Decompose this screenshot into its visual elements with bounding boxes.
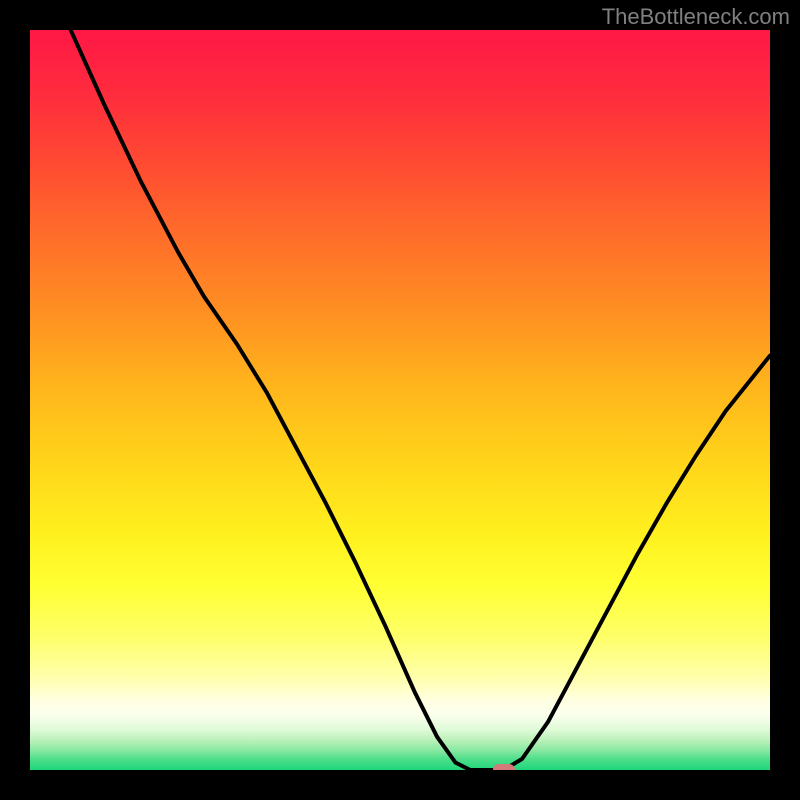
plot-area: [30, 30, 770, 770]
bottleneck-curve: [30, 30, 770, 770]
axis-right: [770, 0, 800, 800]
axis-bottom: [0, 770, 800, 800]
axis-left: [0, 0, 30, 800]
curve-path: [71, 30, 770, 770]
watermark-text: TheBottleneck.com: [602, 4, 790, 30]
chart-container: TheBottleneck.com: [0, 0, 800, 800]
